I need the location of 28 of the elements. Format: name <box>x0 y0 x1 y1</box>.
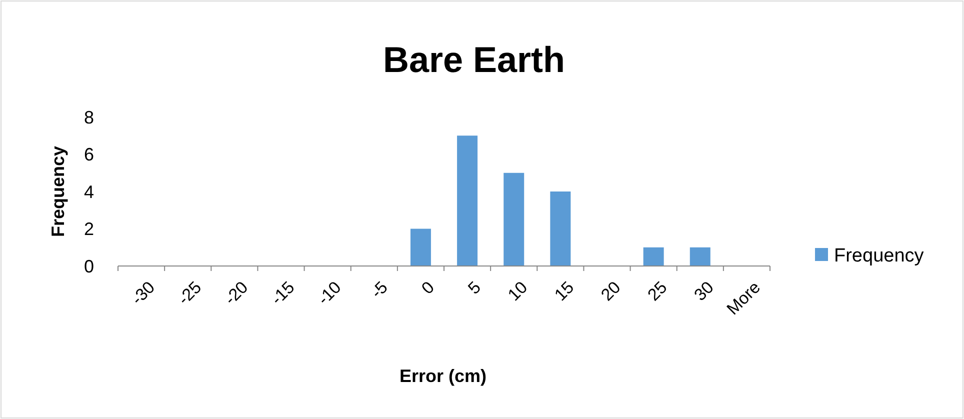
x-tick-label: 30 <box>690 278 718 305</box>
x-tick-label: 5 <box>464 278 485 298</box>
chart-title: Bare Earth <box>382 39 566 80</box>
bar <box>504 172 524 266</box>
bar <box>690 247 710 266</box>
x-tick-label: -25 <box>174 278 206 309</box>
y-tick-label: 2 <box>84 219 94 240</box>
x-axis-title: Error (cm) <box>399 366 487 386</box>
bar <box>457 136 478 266</box>
x-tick-label: 20 <box>597 278 624 305</box>
y-tick-label: 0 <box>84 256 94 276</box>
y-axis-title: Frequency <box>48 146 68 238</box>
bar <box>410 228 431 266</box>
legend-label: Frequency <box>834 246 924 267</box>
y-tick-label: 4 <box>84 182 94 202</box>
x-tick-label: -15 <box>267 278 298 309</box>
x-tick-label: 10 <box>504 278 532 305</box>
bar <box>550 192 571 266</box>
x-tick-label: 25 <box>644 278 671 305</box>
x-tick-label: -10 <box>314 278 345 309</box>
y-tick-label: 6 <box>84 144 94 165</box>
x-tick-label: -30 <box>128 278 159 309</box>
x-tick-label: -20 <box>220 278 252 309</box>
x-tick-label: -5 <box>367 278 392 302</box>
x-tick-label: 0 <box>418 278 438 298</box>
bar <box>643 247 664 266</box>
x-tick-label: 15 <box>550 278 578 305</box>
y-tick-label: 8 <box>84 107 94 128</box>
